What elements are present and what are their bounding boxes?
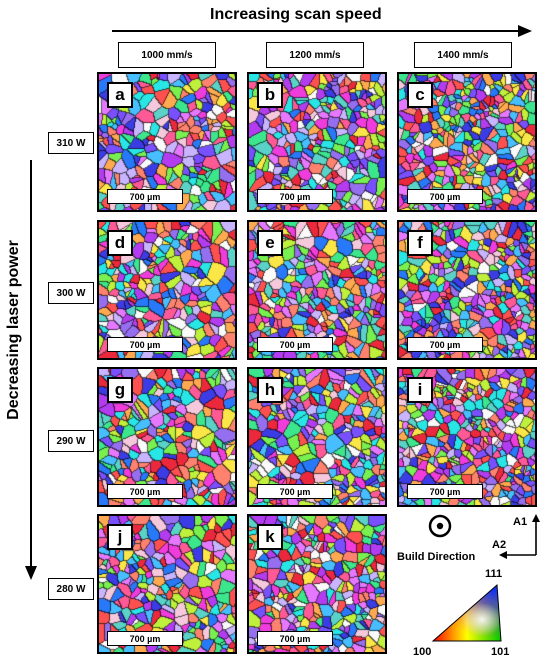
row-label-power-1: 310 W [48, 132, 94, 154]
row-label-power-4: 280 W [48, 578, 94, 600]
row-label-power-3: 290 W [48, 430, 94, 452]
scale-bar: 700 µm [107, 484, 183, 499]
ebsd-map-panel-f: f 700 µm [397, 220, 537, 360]
laser-power-arrow [25, 160, 37, 580]
scale-bar: 700 µm [257, 189, 333, 204]
build-direction-legend: Build Direction A2 A1 [397, 514, 540, 563]
scale-bar: 700 µm [107, 189, 183, 204]
panel-letter: g [107, 377, 133, 403]
ebsd-map-panel-k: k 700 µm [247, 514, 387, 654]
scale-bar: 700 µm [107, 631, 183, 646]
scale-bar: 700 µm [257, 484, 333, 499]
panel-letter: h [257, 377, 283, 403]
column-label-speed-3: 1400 mm/s [414, 42, 512, 68]
ipf-label-111: 111 [485, 568, 502, 580]
ebsd-map-panel-g: g 700 µm [97, 367, 237, 507]
ebsd-map-panel-i: i 700 µm [397, 367, 537, 507]
panel-letter: d [107, 230, 133, 256]
ebsd-map-panel-b: b 700 µm [247, 72, 387, 212]
panel-letter: f [407, 230, 433, 256]
ebsd-map-panel-c: c 700 µm [397, 72, 537, 212]
ebsd-map-panel-h: h 700 µm [247, 367, 387, 507]
scale-bar: 700 µm [257, 337, 333, 352]
panel-letter: j [107, 524, 133, 550]
panel-letter: c [407, 82, 433, 108]
ipf-color-key: 111 100 101 [413, 568, 509, 658]
scale-bar: 700 µm [407, 484, 483, 499]
axis-a1-label: A1 [513, 516, 527, 528]
scale-bar: 700 µm [407, 189, 483, 204]
scale-bar: 700 µm [407, 337, 483, 352]
panel-letter: b [257, 82, 283, 108]
ebsd-map-panel-a: a 700 µm [97, 72, 237, 212]
row-label-power-2: 300 W [48, 282, 94, 304]
scan-speed-title: Increasing scan speed [210, 6, 382, 23]
axis-a2-label: A2 [492, 539, 506, 551]
panel-letter: k [257, 524, 283, 550]
ipf-label-101: 101 [491, 646, 509, 658]
ebsd-map-panel-j: j 700 µm [97, 514, 237, 654]
panel-letter: e [257, 230, 283, 256]
ebsd-map-panel-e: e 700 µm [247, 220, 387, 360]
scale-bar: 700 µm [107, 337, 183, 352]
column-label-speed-1: 1000 mm/s [118, 42, 216, 68]
column-label-speed-2: 1200 mm/s [266, 42, 364, 68]
ebsd-map-panel-d: d 700 µm [97, 220, 237, 360]
scale-bar: 700 µm [257, 631, 333, 646]
build-direction-label: Build Direction [397, 551, 476, 563]
scan-speed-arrow [112, 25, 532, 37]
build-direction-dot [436, 522, 444, 530]
laser-power-title: Decreasing laser power [5, 240, 22, 420]
ipf-label-100: 100 [413, 646, 431, 658]
panel-letter: a [107, 82, 133, 108]
panel-letter: i [407, 377, 433, 403]
